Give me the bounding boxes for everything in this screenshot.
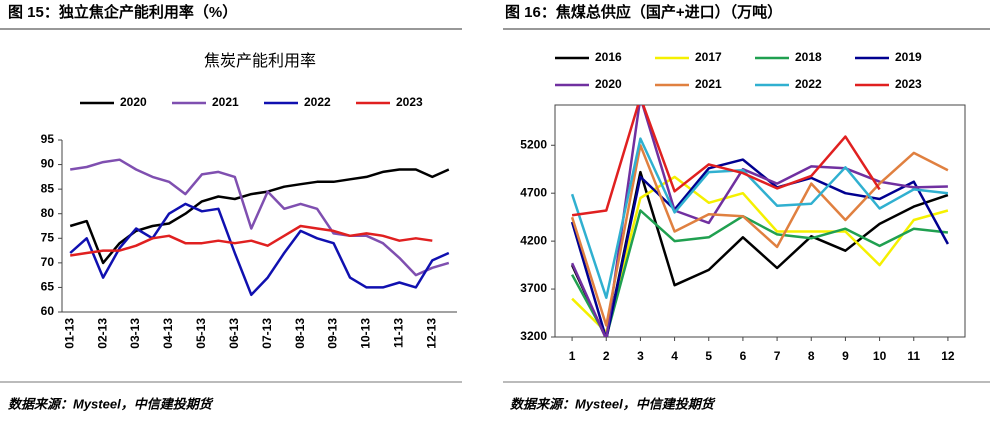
- chart-title: 焦炭产能利用率: [204, 52, 316, 70]
- y-tick-label: 70: [41, 255, 55, 269]
- y-tick-label: 3200: [520, 329, 547, 343]
- source-note: 数据来源：Mysteel，中信建投期货: [510, 396, 716, 411]
- legend-label: 2022: [795, 77, 822, 91]
- x-tick-label: 03-13: [128, 318, 142, 349]
- legend-label: 2019: [895, 50, 922, 64]
- y-tick-label: 60: [41, 304, 55, 318]
- legend-label: 2021: [695, 77, 722, 91]
- x-tick-label: 7: [774, 349, 781, 363]
- x-tick-label: 04-13: [161, 318, 175, 349]
- series-line: [570, 158, 949, 337]
- series-line: [570, 137, 949, 299]
- legend-label: 2016: [595, 50, 622, 64]
- y-tick-label: 4200: [520, 233, 547, 247]
- legend-label: 2020: [120, 95, 147, 109]
- figure-title: 图 15：独立焦企产能利用率（%）: [8, 3, 237, 21]
- legend-label: 2021: [212, 95, 239, 109]
- x-tick-label: 10-13: [359, 318, 373, 349]
- series-line: [571, 209, 949, 337]
- y-tick-label: 95: [41, 132, 55, 146]
- x-tick-label: 11-13: [392, 318, 406, 348]
- series-line: [570, 144, 949, 327]
- y-tick-label: 80: [41, 206, 55, 220]
- x-tick-label: 10: [873, 349, 887, 363]
- plot-area: [570, 105, 949, 337]
- legend-label: 2023: [895, 77, 922, 91]
- y-tick-label: 85: [41, 181, 55, 195]
- y-tick-label: 90: [41, 157, 55, 171]
- plot-area: [69, 158, 450, 297]
- x-tick-label: 07-13: [260, 318, 274, 349]
- x-tick-label: 6: [740, 349, 747, 363]
- x-tick-label: 8: [808, 349, 815, 363]
- x-tick-label: 3: [637, 349, 644, 363]
- legend-label: 2017: [695, 50, 722, 64]
- x-tick-label: 05-13: [194, 318, 208, 349]
- series-line: [70, 158, 450, 277]
- x-tick-label: 9: [842, 349, 849, 363]
- plot-frame: [554, 104, 966, 338]
- legend-label: 2020: [595, 77, 622, 91]
- figure-title: 图 16：焦煤总供应（国产+进口）（万吨）: [505, 3, 782, 21]
- x-tick-label: 09-13: [326, 318, 340, 349]
- series-line: [69, 202, 450, 297]
- source-note: 数据来源：Mysteel，中信建投期货: [8, 396, 214, 411]
- y-tick-label: 75: [41, 230, 55, 244]
- x-tick-label: 1: [569, 349, 576, 363]
- y-tick-label: 3700: [520, 281, 547, 295]
- x-tick-label: 12-13: [424, 318, 438, 349]
- x-tick-label: 08-13: [293, 318, 307, 349]
- series-line: [70, 224, 433, 257]
- legend-label: 2018: [795, 50, 822, 64]
- series-line: [571, 175, 949, 334]
- y-tick-label: 65: [41, 280, 55, 294]
- x-tick-label: 12: [941, 349, 955, 363]
- x-tick-label: 06-13: [227, 318, 241, 349]
- legend-label: 2022: [304, 95, 331, 109]
- y-tick-label: 4700: [520, 185, 547, 199]
- x-tick-label: 11: [907, 349, 920, 363]
- x-tick-label: 01-13: [62, 318, 76, 349]
- y-tick-label: 5200: [520, 137, 547, 151]
- x-tick-label: 2: [603, 349, 610, 363]
- legend-label: 2023: [396, 95, 423, 109]
- series-line: [571, 105, 881, 217]
- series-line: [570, 105, 948, 337]
- x-tick-label: 02-13: [95, 318, 109, 349]
- x-tick-label: 5: [705, 349, 712, 363]
- x-tick-label: 4: [671, 349, 678, 363]
